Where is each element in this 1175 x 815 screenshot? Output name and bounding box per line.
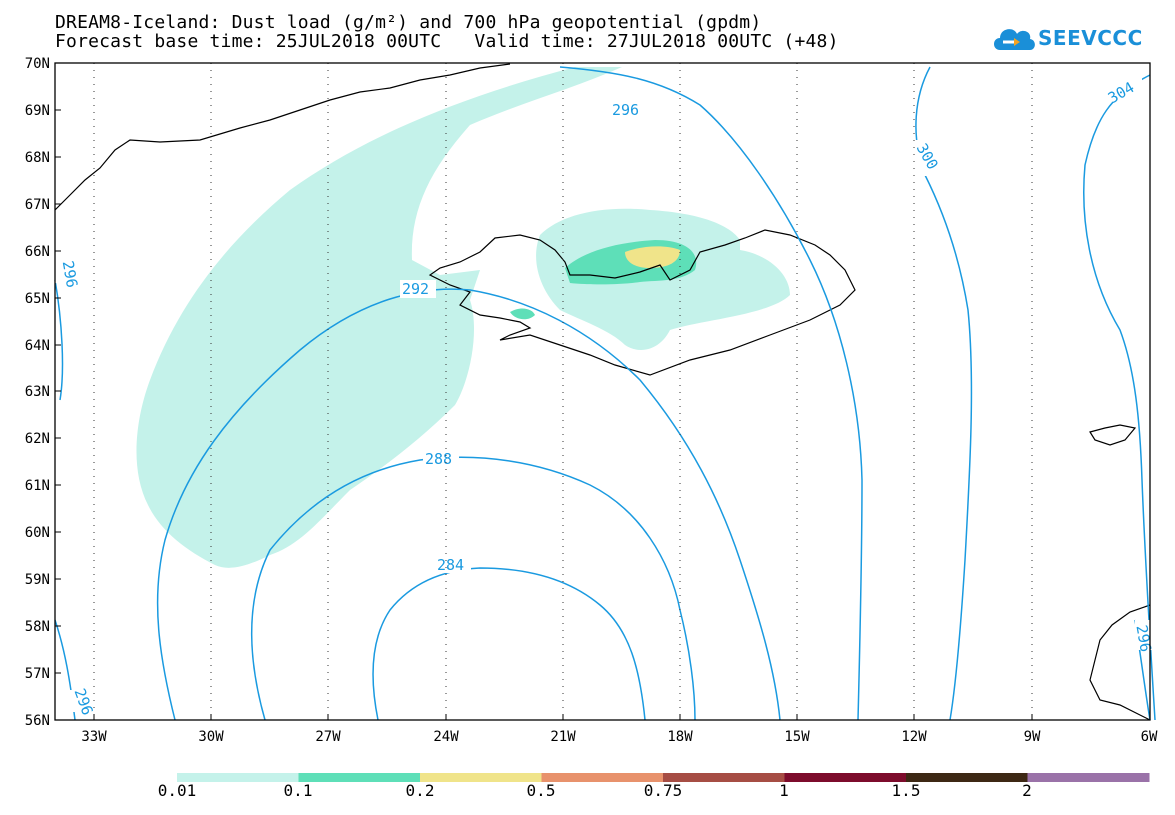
lon-label: 21W [550,729,576,745]
cloud-arrow-icon [994,29,1035,50]
seevccc-logo: SEEVCCC [990,18,1160,60]
coastlines [54,63,1151,721]
lat-label: 67N [25,197,50,213]
legend-label: 0.5 [526,781,556,800]
legend-label: 1 [779,781,789,800]
legend-label: 0.2 [405,781,435,800]
lat-label: 61N [25,478,50,494]
legend-swatch [1027,773,1150,782]
lon-label: 33W [81,729,107,745]
lon-label: 6W [1141,729,1158,745]
contour-label-296: 296 [612,101,639,119]
contour-label-296-east: 296 [1132,624,1154,654]
lat-label: 60N [25,525,50,541]
contour-label-288: 288 [425,450,452,468]
contour-304 [1083,74,1156,721]
contour-label-292: 292 [402,280,429,298]
contour-296-westtop [54,279,64,401]
legend-swatch [784,773,907,782]
lat-label: 57N [25,666,50,682]
lon-label: 18W [667,729,693,745]
legend-swatch [541,773,664,782]
contour-label-296-westtop: 296 [59,259,81,289]
geopotential-contours [54,66,1156,721]
legend-label: 1.5 [891,781,921,800]
legend-swatch [663,773,785,782]
lat-label: 70N [25,56,50,72]
legend-swatch [906,773,1028,782]
faroe-coast [1089,424,1137,446]
lat-label: 64N [25,338,50,354]
tick-marks [55,62,1033,720]
lat-label: 62N [25,431,50,447]
lat-label: 65N [25,291,50,307]
lat-label: 58N [25,619,50,635]
dust-field-high [625,246,680,268]
lon-label: 15W [784,729,810,745]
contour-288 [251,456,696,721]
contour-292 [156,288,781,721]
lat-label: 69N [25,103,50,119]
contour-296-north [559,66,863,721]
lat-label: 63N [25,384,50,400]
lat-label: 59N [25,572,50,588]
legend-swatch [298,773,421,782]
latitude-labels: 70N 69N 68N 67N 66N 65N 64N 63N 62N 61N … [25,56,50,729]
legend-label: 0.1 [283,781,313,800]
map-title: DREAM8-Iceland: Dust load (g/m²) and 700… [55,12,762,33]
legend-colorbar [177,773,1150,782]
legend-label: 0.75 [643,781,683,800]
map-subtitle: Forecast base time: 25JUL2018 00UTC Vali… [55,31,839,52]
lat-label: 56N [25,713,50,729]
contour-label-284: 284 [437,556,464,574]
logo-text: SEEVCCC [1038,26,1143,50]
lon-label: 30W [198,729,224,745]
lon-label: 12W [901,729,927,745]
greenland-coast [54,63,511,211]
lon-label: 9W [1024,729,1041,745]
lat-label: 66N [25,244,50,260]
lat-label: 68N [25,150,50,166]
lon-label: 27W [315,729,341,745]
lon-label: 24W [433,729,459,745]
longitude-labels: 33W 30W 27W 24W 21W 18W 15W 12W 9W 6W [81,729,1158,745]
legend-label: 0.01 [157,781,197,800]
dust-field-low [136,67,790,568]
legend-swatch [177,773,299,782]
contour-284 [372,567,646,721]
legend-label: 2 [1022,781,1032,800]
scotland-coast [1089,604,1151,721]
legend-swatch [420,773,542,782]
